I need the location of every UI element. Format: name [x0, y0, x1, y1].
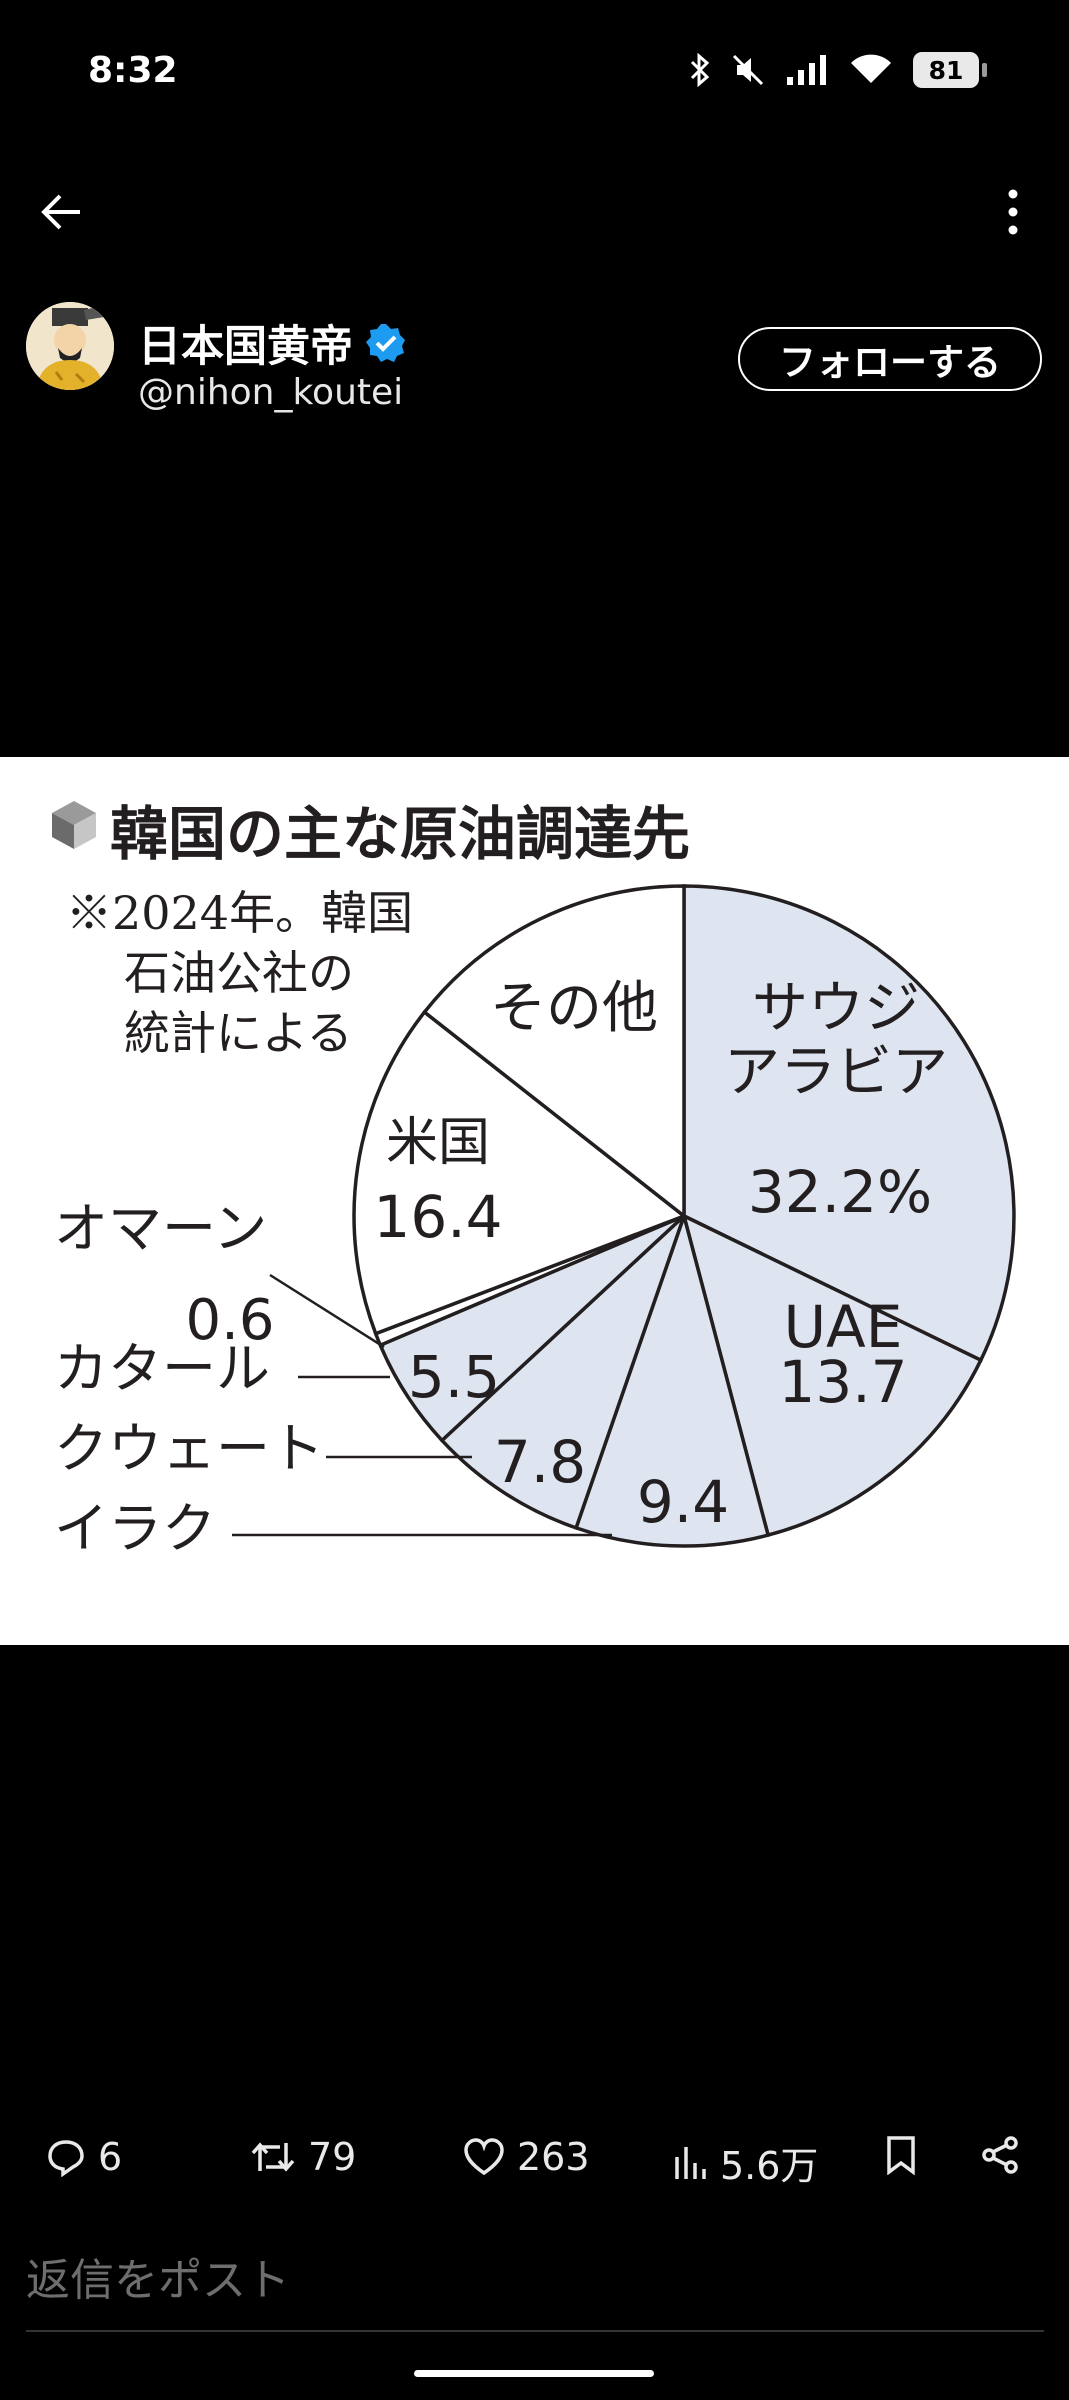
reply-bubble-icon — [48, 2140, 84, 2177]
like-count: 263 — [517, 2135, 590, 2179]
outside-slice-label: カタール — [54, 1337, 270, 1400]
slice-name-label: サウジ — [752, 976, 920, 1041]
reply-action[interactable]: 6 — [46, 2135, 122, 2179]
verified-badge-icon — [366, 324, 405, 362]
repost-action[interactable]: 79 — [250, 2135, 356, 2179]
share-button[interactable] — [980, 2135, 1020, 2175]
slice-value-label: 32.2% — [748, 1158, 932, 1226]
bluetooth-icon — [690, 53, 710, 87]
slice-name-label: UAE — [784, 1293, 903, 1361]
slice-name-label: アラビア — [724, 1040, 948, 1105]
leader-line — [269, 1273, 385, 1349]
home-indicator[interactable] — [414, 2370, 654, 2377]
outside-slice-label: オマーン — [54, 1197, 267, 1260]
pie-slice — [573, 1209, 771, 1548]
bookmark-icon — [887, 2136, 915, 2175]
chart-note-line-3: 統計による — [124, 1006, 353, 1060]
outside-slice-label: イラク — [54, 1497, 216, 1560]
wifi-icon — [851, 54, 891, 83]
pie-slice — [352, 1009, 688, 1336]
like-action[interactable]: 263 — [463, 2135, 590, 2179]
share-icon — [982, 2136, 1018, 2174]
slice-value-label: 0.6 — [185, 1288, 274, 1353]
slice-value-label: 9.4 — [637, 1468, 729, 1536]
back-arrow-icon — [41, 194, 80, 230]
repost-count: 79 — [308, 2135, 357, 2179]
chart-note-line-1: ※2024年。韓国 — [66, 886, 414, 940]
slice-name-label: 米国 — [386, 1113, 490, 1173]
slice-value-label: 13.7 — [778, 1348, 907, 1416]
chart-title: 韓国の主な原油調達先 — [110, 800, 691, 868]
repost-icon — [251, 2142, 295, 2172]
more-options-button[interactable] — [1001, 186, 1025, 238]
reply-bar — [26, 2250, 1044, 2332]
views-count: 5.6万 — [720, 2144, 819, 2188]
views-chart-icon — [675, 2146, 706, 2179]
mute-icon — [732, 54, 764, 86]
signal-icon — [787, 55, 826, 85]
slice-name-label: その他 — [490, 976, 658, 1041]
views-action[interactable]: 5.6万 — [672, 2135, 818, 2190]
back-button[interactable] — [36, 186, 88, 238]
slice-value-label: 5.5 — [408, 1343, 500, 1411]
pie-slice — [422, 884, 686, 1220]
follow-button[interactable]: フォローする — [738, 327, 1042, 391]
display-name-row[interactable]: 日本国黄帝 — [138, 312, 407, 374]
pie-slice — [682, 884, 1016, 1363]
pie-slice — [439, 1214, 686, 1531]
reply-input[interactable] — [26, 2250, 1044, 2310]
slice-value-label: 16.4 — [373, 1183, 502, 1251]
emperor-portrait-image — [26, 302, 114, 390]
status-icons: 81 — [689, 52, 987, 88]
avatar[interactable] — [26, 302, 114, 390]
battery-indicator: 81 — [913, 52, 987, 88]
chart-note-line-2: 石油公社の — [124, 946, 354, 1000]
heart-icon — [464, 2138, 504, 2176]
post-image[interactable]: 韓国の主な原油調達先 ※2024年。韓国 石油公社の 統計による 32.2% サウ… — [0, 757, 1069, 1645]
status-time: 8:32 — [88, 50, 178, 91]
cube-icon — [52, 801, 96, 849]
more-vertical-icon — [1008, 189, 1018, 235]
reply-count: 6 — [98, 2135, 123, 2179]
bookmark-button[interactable] — [884, 2135, 918, 2175]
user-handle[interactable]: @nihon_koutei — [138, 372, 404, 413]
outside-slice-label: クウェート — [54, 1417, 324, 1480]
pie-slice — [681, 1212, 984, 1538]
slice-value-label: 7.8 — [494, 1428, 586, 1496]
post-action-bar: 6 79 263 5.6万 — [0, 2135, 1069, 2195]
display-name: 日本国黄帝 — [138, 322, 353, 372]
